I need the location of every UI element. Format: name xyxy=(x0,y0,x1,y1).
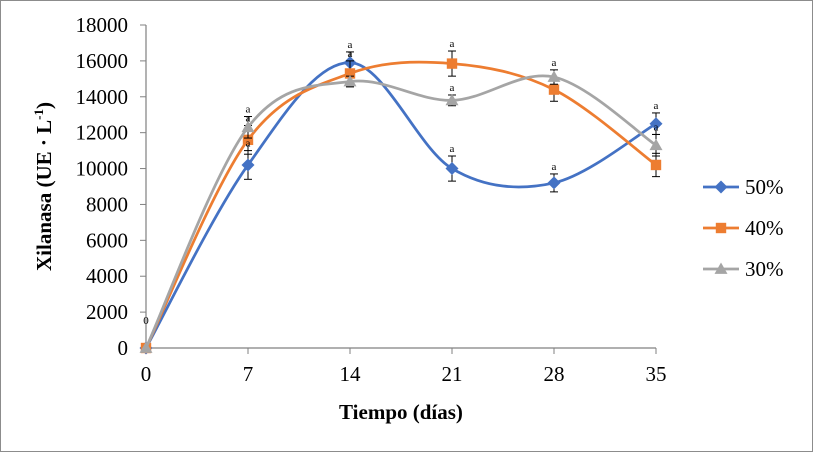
x-tick-label: 35 xyxy=(646,362,667,386)
x-tick-label: 7 xyxy=(243,362,254,386)
data-point-marker xyxy=(344,68,356,79)
data-point-marker xyxy=(241,158,255,172)
legend-swatch-marker xyxy=(714,180,728,194)
y-tick-label: 4000 xyxy=(86,264,128,288)
data-point-marker xyxy=(446,58,458,69)
series-40-percent xyxy=(140,50,662,354)
data-point-marker xyxy=(649,138,663,151)
x-tick-label: 28 xyxy=(544,362,565,386)
x-tick-label: 21 xyxy=(442,362,463,386)
legend-label: 50% xyxy=(745,175,784,199)
data-point-marker xyxy=(343,75,357,87)
series-layer xyxy=(139,50,663,355)
series-line xyxy=(144,60,657,349)
significance-label: a xyxy=(246,104,251,116)
data-point-marker xyxy=(241,120,255,133)
significance-label: a xyxy=(450,82,455,94)
legend-swatch-marker xyxy=(714,262,728,274)
y-tick-label: 2000 xyxy=(86,300,128,324)
y-axis-title-main: Xilanasa (UE · L xyxy=(32,120,56,271)
axes xyxy=(145,25,656,349)
y-tick-label: 6000 xyxy=(86,228,128,252)
series-30-percent xyxy=(139,69,663,353)
y-tick-label: 16000 xyxy=(76,49,129,73)
significance-label: a xyxy=(450,38,455,50)
data-point-marker xyxy=(547,70,561,82)
data-point-marker xyxy=(650,159,662,171)
data-point-marker xyxy=(242,134,254,146)
data-point-marker xyxy=(445,93,459,106)
data-point-marker xyxy=(649,117,663,131)
y-tick-label: 0 xyxy=(118,336,129,360)
y-tick-label: 8000 xyxy=(86,192,128,216)
significance-label: a xyxy=(348,48,353,60)
x-tick-labels: 0 7 14 21 28 35 xyxy=(141,348,667,386)
legend-item: 40% xyxy=(703,216,784,240)
significance-label: a xyxy=(450,143,455,155)
y-tick-label: 12000 xyxy=(76,121,129,145)
significance-label: a xyxy=(246,112,251,124)
y-axis-title-close: ) xyxy=(32,102,56,109)
significance-label: a xyxy=(654,100,659,112)
data-point-marker xyxy=(445,162,459,176)
y-tick-label: 14000 xyxy=(76,85,129,109)
x-axis-title: Tiempo (días) xyxy=(339,400,463,424)
series-line xyxy=(144,74,657,349)
legend-label: 30% xyxy=(745,257,784,281)
x-tick-label: 14 xyxy=(340,362,362,386)
y-tick-label: 10000 xyxy=(76,157,129,181)
data-point-marker xyxy=(547,176,561,190)
series-50-percent xyxy=(139,51,663,355)
data-point-marker xyxy=(139,341,153,353)
significance-label: a xyxy=(552,161,557,173)
legend-item: 30% xyxy=(703,257,784,281)
y-tick-labels: 0 2000 4000 6000 8000 10000 12000 14000 16000 180… xyxy=(76,13,146,360)
y-axis-title: Xilanasa (UE · L-1) xyxy=(31,102,56,271)
y-axis-title-superscript: -1 xyxy=(31,109,46,120)
legend-label: 40% xyxy=(745,216,784,240)
x-tick-label: 0 xyxy=(141,362,152,386)
significance-label: a xyxy=(552,57,557,69)
data-point-marker xyxy=(548,84,560,95)
legend-item: 50% xyxy=(703,175,784,199)
y-tick-label: 18000 xyxy=(76,13,129,37)
significance-label: a xyxy=(348,39,353,51)
significance-label: 0 xyxy=(143,315,149,327)
legend-swatch-marker xyxy=(715,222,727,234)
significance-label: a xyxy=(654,121,659,133)
legend: 50% 40% 30% xyxy=(703,175,784,281)
significance-label: a xyxy=(246,138,251,150)
